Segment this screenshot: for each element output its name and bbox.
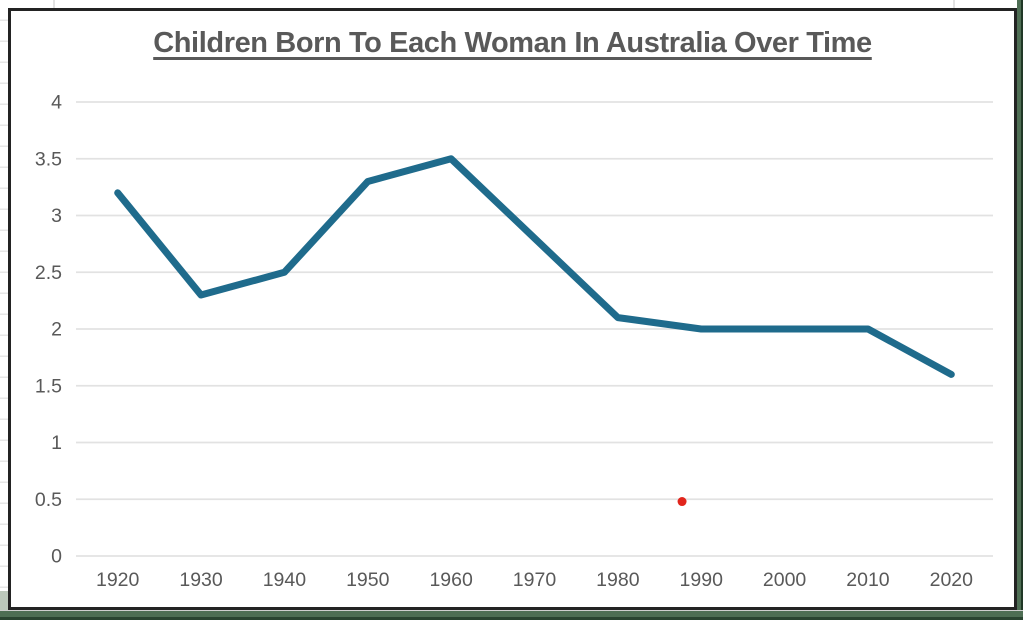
- window-bottom-edge: [0, 610, 1023, 620]
- x-tick-label: 1940: [263, 569, 307, 591]
- spreadsheet-cell-accent: [0, 591, 9, 610]
- y-tick-label: 2.5: [35, 262, 62, 284]
- x-tick-label: 1990: [680, 569, 724, 591]
- spreadsheet-column-divider: [953, 0, 955, 9]
- x-tick-label: 2000: [763, 569, 807, 591]
- x-tick-label: 1980: [596, 569, 640, 591]
- y-tick-label: 0.5: [35, 489, 62, 511]
- spreadsheet-left-margin: [0, 0, 9, 612]
- spreadsheet-column-divider: [53, 0, 55, 9]
- window-right-edge: [1017, 0, 1023, 610]
- y-tick-label: 0: [51, 546, 62, 568]
- x-tick-label: 1960: [429, 569, 473, 591]
- line-chart: 0 0.5 1 1.5 2 2.5 3 3.5 4 1920 1930 1940 1950 1960 197…: [35, 92, 993, 591]
- x-tick-label: 1930: [179, 569, 223, 591]
- x-tick-label: 1970: [513, 569, 557, 591]
- y-tick-label: 4: [51, 92, 62, 114]
- x-tick-label: 2010: [846, 569, 890, 591]
- x-tick-label: 2020: [930, 569, 974, 591]
- y-tick-label: 3.5: [35, 148, 62, 170]
- y-tick-label: 3: [51, 205, 62, 227]
- x-tick-label: 1920: [96, 569, 140, 591]
- y-tick-label: 1: [51, 432, 62, 454]
- chart-frame[interactable]: Children Born To Each Woman In Australia…: [8, 8, 1017, 610]
- y-tick-label: 1.5: [35, 375, 62, 397]
- y-tick-label: 2: [51, 319, 62, 341]
- red-cursor-dot: [677, 497, 687, 507]
- chart-title: Children Born To Each Woman In Australia…: [153, 27, 872, 59]
- data-series-line: [114, 155, 955, 378]
- x-tick-label: 1950: [346, 569, 390, 591]
